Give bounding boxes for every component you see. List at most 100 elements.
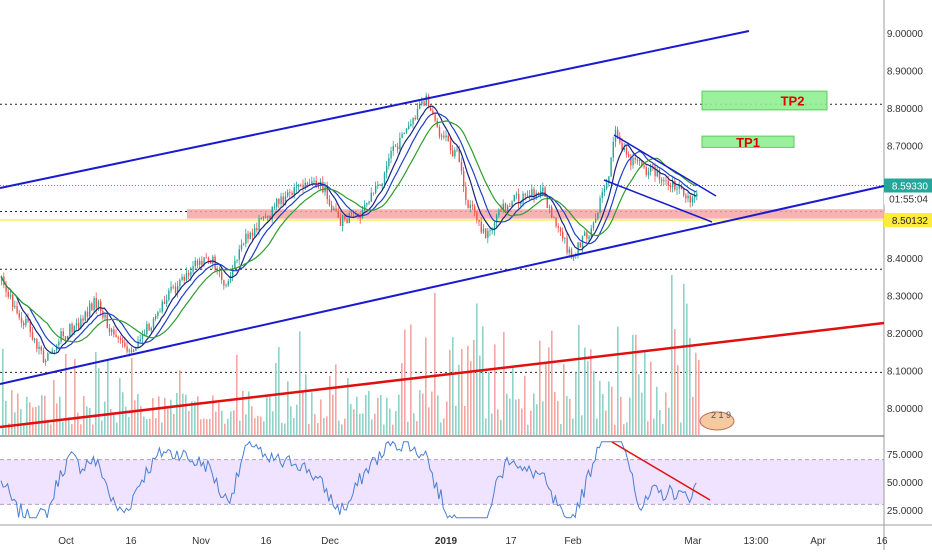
candle-body [119, 338, 122, 341]
volume-bar [110, 409, 112, 435]
volume-bar [290, 406, 292, 435]
candle-body [412, 117, 414, 125]
volume-bar [212, 395, 214, 435]
candle-body [520, 202, 522, 204]
candle-body [425, 95, 427, 106]
volume-bar [638, 374, 640, 435]
candle-body [467, 200, 469, 209]
volume-bar [485, 418, 487, 435]
candle-body [201, 260, 203, 265]
candle-body [443, 135, 445, 138]
candle-body [568, 249, 570, 253]
volume-bar [251, 406, 253, 435]
candle-body [383, 172, 386, 184]
candle-body [181, 276, 183, 280]
candle-body [647, 171, 650, 176]
candle-body [353, 212, 355, 214]
candle-body [251, 232, 254, 236]
candle-body [511, 201, 513, 207]
volume-bar [365, 394, 367, 435]
volume-bar [641, 392, 643, 435]
volume-bar [416, 421, 418, 435]
volume-bar [329, 376, 331, 435]
candle-body [696, 193, 698, 197]
volume-bar [134, 400, 136, 435]
candle-body [60, 331, 62, 342]
volume-bar [428, 407, 430, 435]
candle-body [597, 212, 599, 219]
candle-body [405, 128, 408, 133]
volume-bar [449, 349, 451, 435]
candle-body [89, 303, 91, 317]
candle-body [137, 341, 139, 348]
volume-bar [458, 364, 460, 435]
volume-bar [434, 292, 436, 435]
candle-body [278, 198, 280, 205]
volume-bar [398, 394, 400, 435]
volume-bar [83, 395, 85, 435]
candle-body [559, 227, 562, 232]
price-tick-label: 8.70000 [887, 142, 924, 153]
candle-body [667, 180, 669, 186]
candle-body [179, 279, 181, 287]
candle-body [223, 279, 225, 286]
candle-body [628, 154, 630, 157]
volume-bar [578, 324, 580, 435]
volume-bar [401, 363, 403, 435]
volume-bar [203, 418, 205, 435]
axes-layer: 9.000008.900008.800008.700008.600008.500… [58, 29, 923, 547]
candle-body [245, 233, 247, 244]
volume-bar [167, 405, 169, 435]
wedge-lower-line [603, 179, 713, 223]
volume-bar [389, 408, 391, 435]
candle-body [680, 185, 683, 189]
volume-bar [587, 361, 589, 435]
volume-bar [35, 406, 37, 435]
candle-body [430, 107, 432, 111]
candle-body [16, 306, 18, 314]
volume-bar [293, 417, 295, 435]
candle-body [606, 183, 608, 189]
volume-bar [194, 401, 196, 435]
volume-bar [539, 340, 541, 435]
candle-body [399, 137, 401, 150]
volume-bar [353, 409, 355, 435]
volume-bar [677, 365, 679, 435]
candle-body [229, 275, 232, 282]
volume-badge: 2 1 9 [699, 410, 735, 431]
volume-bar [443, 418, 445, 435]
candle-body [557, 226, 559, 228]
candle-body [45, 360, 47, 363]
candle-body [683, 188, 685, 196]
volume-bar [278, 346, 280, 435]
volume-bar [185, 394, 187, 435]
candle-body [672, 180, 674, 188]
candle-body [656, 170, 658, 177]
candle-body [414, 117, 416, 120]
candle-body [163, 301, 166, 304]
volume-bar [146, 419, 148, 435]
volume-bar [491, 413, 493, 435]
candle-body [584, 232, 586, 236]
volume-bar [674, 329, 676, 435]
volume-bar [107, 358, 109, 435]
volume-bar [563, 364, 565, 435]
long-term-support-line [0, 321, 885, 429]
volume-bar [359, 413, 361, 435]
candle-body [612, 141, 614, 158]
volume-bar [260, 416, 262, 435]
candle-body [551, 207, 553, 218]
candle-body [247, 233, 249, 239]
candle-body [579, 242, 581, 248]
volume-bar [32, 407, 34, 435]
candle-body [282, 196, 284, 205]
candle-body [537, 192, 540, 195]
volume-bar [527, 424, 529, 435]
candle-body [210, 262, 212, 264]
candle-body [482, 228, 485, 233]
candle-body [544, 187, 546, 197]
candle-body [93, 298, 95, 311]
candle-body [333, 208, 335, 211]
